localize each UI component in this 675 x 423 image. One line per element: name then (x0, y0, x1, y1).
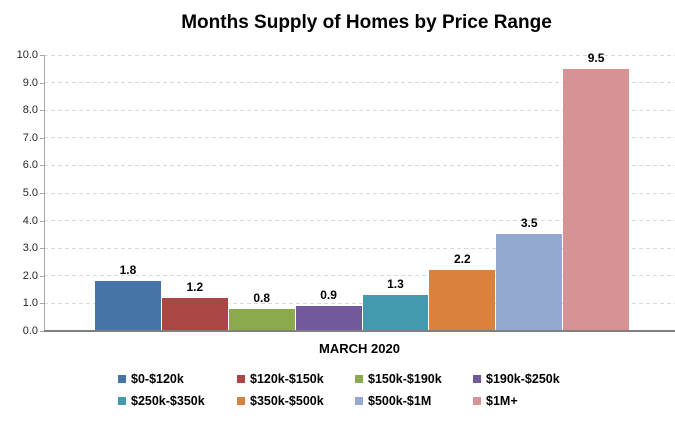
bar-$120k-$150k (161, 297, 228, 331)
bar-$250k-$350k (362, 295, 429, 331)
y-axis-line (44, 55, 45, 331)
gridline (44, 247, 675, 249)
bar-$0-$120k (95, 281, 161, 331)
gridline (44, 109, 675, 111)
y-axis-tick-label: 3.0 (22, 242, 38, 255)
legend-swatch-icon (237, 375, 245, 383)
legend-label: $250k-$350k (131, 394, 205, 408)
legend-item-$350k-$500k: $350k-$500k (237, 391, 324, 411)
y-axis-tick (40, 110, 44, 112)
bar-$350k-$500k (429, 270, 496, 331)
bar-$190k-$250k (295, 306, 362, 331)
bar-value-label: 1.2 (186, 279, 204, 294)
x-axis-label: MARCH 2020 (319, 341, 400, 356)
y-axis-tick (40, 165, 44, 167)
x-axis-line (44, 330, 675, 332)
legend-item-$120k-$150k: $120k-$150k (237, 369, 324, 389)
legend-swatch-icon (118, 375, 126, 383)
legend-label: $1M+ (486, 394, 518, 408)
y-axis-tick-label: 7.0 (22, 131, 38, 144)
bar-$150k-$190k (228, 308, 295, 331)
bar-value-label: 3.5 (520, 216, 538, 231)
gridline (44, 164, 675, 166)
legend-item-$0-$120k: $0-$120k (118, 369, 184, 389)
bar-value-label: 1.3 (387, 277, 404, 292)
gridline (44, 220, 675, 222)
gridline (44, 192, 675, 194)
y-axis-tick (40, 303, 44, 305)
legend-label: $150k-$190k (368, 372, 442, 386)
y-axis-tick (40, 248, 44, 250)
y-axis-tick-label: 9.0 (22, 76, 38, 89)
bar-value-label: 0.9 (320, 288, 337, 303)
legend-item-$250k-$350k: $250k-$350k (118, 391, 205, 411)
legend-item-$500k-$1M: $500k-$1M (355, 391, 431, 411)
gridline (44, 54, 675, 56)
bar-value-label: 0.8 (253, 290, 271, 305)
y-axis-tick-label: 2.0 (22, 269, 38, 282)
legend-item-$150k-$190k: $150k-$190k (355, 369, 442, 389)
legend-label: $500k-$1M (368, 394, 432, 408)
y-axis-tick (40, 82, 44, 84)
legend-label: $0-$120k (131, 372, 184, 386)
y-axis-tick-label: 4.0 (22, 214, 38, 227)
bar-$1M+ (563, 68, 629, 331)
bar-$500k-$1M (496, 234, 563, 331)
legend-item-$190k-$250k: $190k-$250k (473, 369, 560, 389)
y-axis-tick-label: 10.0 (16, 49, 38, 61)
legend-swatch-icon (473, 375, 481, 383)
legend-label: $190k-$250k (486, 372, 560, 386)
legend-label: $120k-$150k (250, 372, 324, 386)
legend-swatch-icon (355, 375, 363, 383)
gridline (44, 82, 675, 84)
y-axis-tick-label: 8.0 (22, 104, 38, 117)
y-axis-tick-label: 0.0 (22, 325, 38, 337)
y-axis-tick-label: 6.0 (22, 159, 38, 172)
chart-title: Months Supply of Homes by Price Range (181, 12, 552, 33)
gridline (44, 275, 675, 277)
legend-swatch-icon (355, 397, 363, 405)
y-axis-tick-label: 5.0 (22, 187, 38, 199)
bar-value-label: 1.8 (119, 263, 137, 278)
legend-swatch-icon (118, 397, 126, 405)
legend-swatch-icon (473, 397, 481, 405)
gridline (44, 137, 675, 139)
bar-value-label: 9.5 (587, 50, 605, 65)
y-axis-tick (40, 220, 44, 222)
y-axis-tick (40, 275, 44, 277)
bar-value-label: 2.2 (453, 252, 471, 267)
legend-item-$1M+: $1M+ (473, 391, 518, 411)
legend-label: $350k-$500k (250, 394, 324, 408)
y-axis-tick-label: 1.0 (22, 297, 38, 310)
gridline (44, 302, 675, 304)
y-axis-tick (40, 331, 44, 332)
legend-swatch-icon (237, 397, 245, 405)
y-axis-tick (40, 137, 44, 139)
y-axis-tick (40, 193, 44, 194)
y-axis-tick (40, 55, 44, 56)
